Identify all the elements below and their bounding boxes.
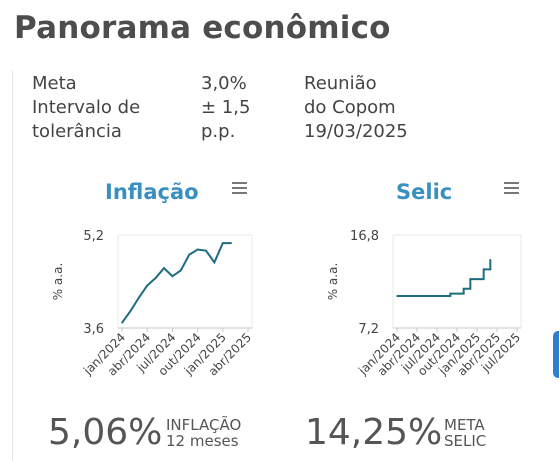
inflacao-caption-2: 12 meses: [166, 432, 239, 450]
data-point: [442, 295, 445, 297]
data-point: [222, 242, 224, 244]
y-tick-label: 16,8: [350, 229, 379, 244]
inflacao-chart: 5,23,6% a.a.jan/2024abr/2024jul/2024out/…: [51, 229, 254, 379]
data-point: [476, 278, 478, 280]
meta-value-1: 3,0%: [201, 73, 247, 94]
data-point: [205, 249, 207, 252]
data-point: [402, 295, 405, 297]
meta-label-3: tolerância: [32, 121, 122, 142]
y-tick-label: 5,2: [83, 229, 104, 244]
copom-meeting: Reunião do Copom 19/03/2025: [304, 72, 408, 144]
data-point: [449, 292, 452, 295]
meta-value-2: ± 1,5: [201, 97, 251, 118]
data-point: [180, 269, 182, 272]
page-title: Panorama econômico: [14, 10, 391, 46]
data-point: [469, 278, 472, 280]
data-point: [416, 295, 418, 297]
inflacao-caption-1: INFLAÇÃO: [166, 416, 242, 434]
copom-date: 19/03/2025: [304, 121, 408, 142]
data-point: [429, 295, 432, 297]
data-point: [230, 242, 232, 244]
selic-caption-2: SELIC: [444, 432, 487, 450]
y-tick-label: 3,6: [83, 322, 104, 337]
data-point: [138, 296, 140, 299]
data-point: [121, 321, 123, 324]
selic-chart-title: Selic: [396, 180, 453, 204]
data-point: [188, 253, 190, 256]
selic-caption-1: META: [444, 416, 485, 434]
left-divider: [12, 70, 13, 461]
data-point: [129, 310, 132, 312]
data-point: [146, 284, 148, 287]
data-point: [489, 258, 492, 261]
y-axis-label: % a.a.: [326, 263, 340, 301]
inflacao-caption: INFLAÇÃO 12 meses: [166, 417, 241, 449]
data-point: [409, 295, 412, 297]
meta-values: 3,0% ± 1,5 p.p.: [201, 72, 250, 144]
y-axis-label: % a.a.: [51, 263, 65, 301]
meta-labels: Meta Intervalo de tolerância: [32, 72, 140, 144]
data-point: [213, 261, 216, 264]
data-point: [196, 248, 199, 251]
meta-value-3: p.p.: [201, 121, 236, 142]
hamburger-menu-icon[interactable]: [504, 182, 519, 194]
meta-label-2: Intervalo de: [32, 97, 141, 118]
side-tab-button[interactable]: [553, 331, 559, 378]
meta-label-1: Meta: [32, 73, 77, 94]
hamburger-menu-icon[interactable]: [232, 182, 247, 194]
inflacao-chart-title: Inflação: [105, 180, 199, 204]
data-point: [456, 292, 458, 295]
series-line: [121, 242, 232, 324]
data-point: [163, 267, 165, 269]
selic-caption: META SELIC: [444, 417, 486, 449]
data-point: [396, 295, 398, 297]
data-point: [482, 268, 485, 271]
copom-line-1: Reunião: [304, 73, 377, 94]
data-point: [462, 287, 465, 290]
series-line: [397, 259, 492, 298]
copom-line-2: do Copom: [304, 97, 396, 118]
data-point: [171, 275, 174, 278]
data-point: [422, 295, 425, 297]
inflacao-value: 5,06%: [48, 412, 163, 453]
selic-chart: 16,87,2% a.a.jan/2024abr/2024jul/2024out…: [326, 229, 523, 379]
data-point: [436, 295, 438, 297]
y-tick-label: 7,2: [358, 322, 379, 337]
selic-value: 14,25%: [305, 412, 443, 453]
data-point: [154, 277, 157, 279]
